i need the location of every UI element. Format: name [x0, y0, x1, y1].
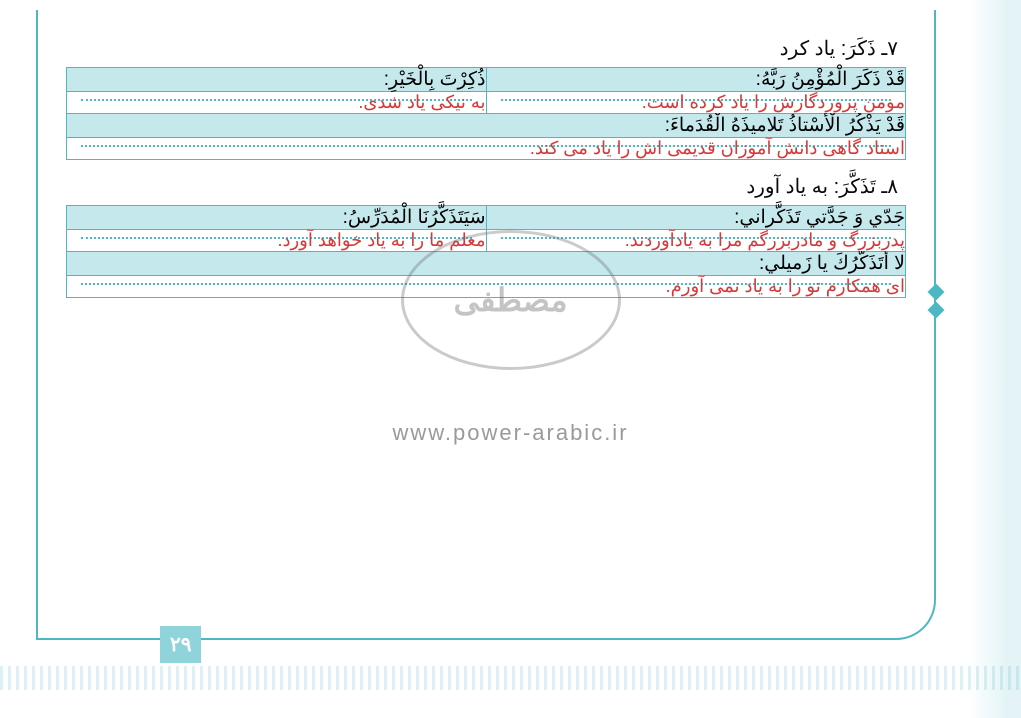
answer-text: ای همکارم تو را به یاد نمی آورم. — [666, 276, 905, 296]
exercise-table: قَدْ ذَکَرَ الْمُؤْمِنُ رَبَّهُ: ذُکِرْت… — [66, 67, 906, 160]
entry-number: ۷ — [887, 38, 898, 60]
answer-cell: به نیکی یاد شدی. — [67, 92, 487, 114]
page: ۷ـ ذَکَرَ: یاد کرد قَدْ ذَکَرَ الْمُؤْمِ… — [0, 0, 1021, 718]
answer-cell: مومن پروردگارش را یاد کرده است. — [486, 92, 906, 114]
entry-7: ۷ـ ذَکَرَ: یاد کرد قَدْ ذَکَرَ الْمُؤْمِ… — [66, 30, 906, 160]
entry-number: ۸ — [887, 176, 898, 198]
table-row: قَدْ ذَکَرَ الْمُؤْمِنُ رَبَّهُ: ذُکِرْت… — [67, 68, 906, 92]
entry-title: ۸ـ تَذَکَّرَ: به یاد آورد — [66, 168, 906, 205]
answer-text: مومن پروردگارش را یاد کرده است. — [642, 92, 905, 112]
answer-text: به نیکی یاد شدی. — [358, 92, 485, 112]
entry-word: ذَکَرَ: یاد کرد — [780, 38, 876, 60]
answer-cell: معلم ما را به یاد خواهد آورد. — [67, 230, 487, 252]
answer-cell: ای همکارم تو را به یاد نمی آورم. — [67, 276, 906, 298]
table-row: لا أَتَذَکَّرُكَ یا زَمیلي: — [67, 252, 906, 276]
entry-word: تَذَکَّرَ: به یاد آورد — [746, 176, 875, 198]
table-row: مومن پروردگارش را یاد کرده است. به نیکی … — [67, 92, 906, 114]
right-border-deco — [969, 0, 1021, 718]
table-row: ای همکارم تو را به یاد نمی آورم. — [67, 276, 906, 298]
answer-cell: استاد گاهی دانش آموزان قدیمی اش را یاد م… — [67, 138, 906, 160]
table-row: پدربزرگ و مادربزرگم مرا به یادآوردند. مع… — [67, 230, 906, 252]
arabic-cell: سَیَتَذَکَّرُنَا الْمُدَرِّسُ: — [67, 206, 487, 230]
arabic-cell: ذُکِرْتَ بِالْخَیْرِ: — [67, 68, 487, 92]
arabic-cell: قَدْ ذَکَرَ الْمُؤْمِنُ رَبَّهُ: — [486, 68, 906, 92]
answer-text: استاد گاهی دانش آموزان قدیمی اش را یاد م… — [530, 138, 905, 158]
page-number: ۲۹ — [160, 626, 201, 663]
content-frame: ۷ـ ذَکَرَ: یاد کرد قَدْ ذَکَرَ الْمُؤْمِ… — [36, 10, 936, 640]
diamond-decoration — [922, 280, 950, 336]
table-row: استاد گاهی دانش آموزان قدیمی اش را یاد م… — [67, 138, 906, 160]
table-row: قَدْ یَذْکُرُ الْأُسْتاذُ تَلامیذَهُ الْ… — [67, 114, 906, 138]
entry-title: ۷ـ ذَکَرَ: یاد کرد — [66, 30, 906, 67]
answer-text: پدربزرگ و مادربزرگم مرا به یادآوردند. — [625, 230, 905, 250]
arabic-cell: جَدّي وَ جَدَّتي تَذَکَّراني: — [486, 206, 906, 230]
answer-cell: پدربزرگ و مادربزرگم مرا به یادآوردند. — [486, 230, 906, 252]
entry-8: ۸ـ تَذَکَّرَ: به یاد آورد جَدّي وَ جَدَّ… — [66, 168, 906, 298]
table-row: جَدّي وَ جَدَّتي تَذَکَّراني: سَیَتَذَکَ… — [67, 206, 906, 230]
answer-text: معلم ما را به یاد خواهد آورد. — [277, 230, 485, 250]
arabic-cell: قَدْ یَذْکُرُ الْأُسْتاذُ تَلامیذَهُ الْ… — [67, 114, 906, 138]
bottom-border-deco — [0, 666, 1021, 690]
exercise-table: جَدّي وَ جَدَّتي تَذَکَّراني: سَیَتَذَکَ… — [66, 205, 906, 298]
arabic-cell: لا أَتَذَکَّرُكَ یا زَمیلي: — [67, 252, 906, 276]
